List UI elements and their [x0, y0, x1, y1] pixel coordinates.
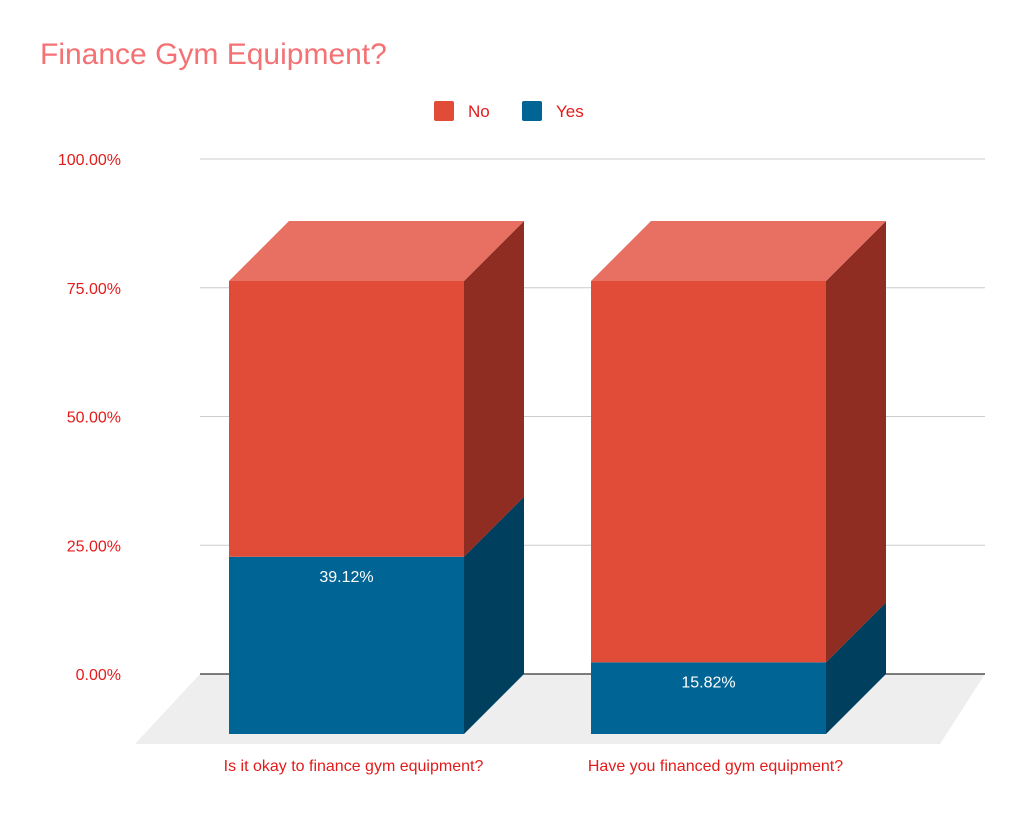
y-tick-label: 50.00%: [67, 410, 121, 427]
y-tick-label: 100.00%: [58, 152, 121, 169]
chart-title: Finance Gym Equipment?: [40, 38, 387, 71]
data-label: 39.12%: [319, 569, 373, 586]
legend-swatch: [434, 101, 454, 121]
data-label: 15.82%: [681, 674, 735, 691]
bar-no-front: [591, 281, 826, 663]
data-labels: 39.12% 15.82%: [319, 569, 735, 692]
bar-yes-side: [464, 496, 524, 734]
y-tick-label: 25.00%: [67, 538, 121, 555]
legend-swatch: [522, 101, 542, 121]
bar-yes-front: [229, 556, 464, 734]
x-tick-label: Is it okay to finance gym equipment?: [224, 758, 484, 775]
bar-top: [591, 221, 886, 282]
y-tick-label: 75.00%: [67, 281, 121, 298]
y-axis-ticks: 0.00% 25.00% 50.00% 75.00% 100.00%: [58, 152, 121, 684]
bar-yes-side: [826, 602, 886, 734]
bar-no-side: [464, 221, 524, 557]
x-axis-labels: Is it okay to finance gym equipment? Have…: [224, 758, 844, 775]
bar-top: [229, 221, 524, 282]
legend-label: Yes: [556, 102, 584, 121]
legend-label: No: [468, 102, 490, 121]
bar-no-front: [229, 281, 464, 557]
bar-yes-front: [591, 662, 826, 734]
bar-no-side: [826, 221, 886, 663]
bars: [229, 221, 886, 734]
y-tick-label: 0.00%: [76, 667, 121, 684]
x-tick-label: Have you financed gym equipment?: [588, 758, 843, 775]
legend: No Yes: [434, 101, 584, 121]
